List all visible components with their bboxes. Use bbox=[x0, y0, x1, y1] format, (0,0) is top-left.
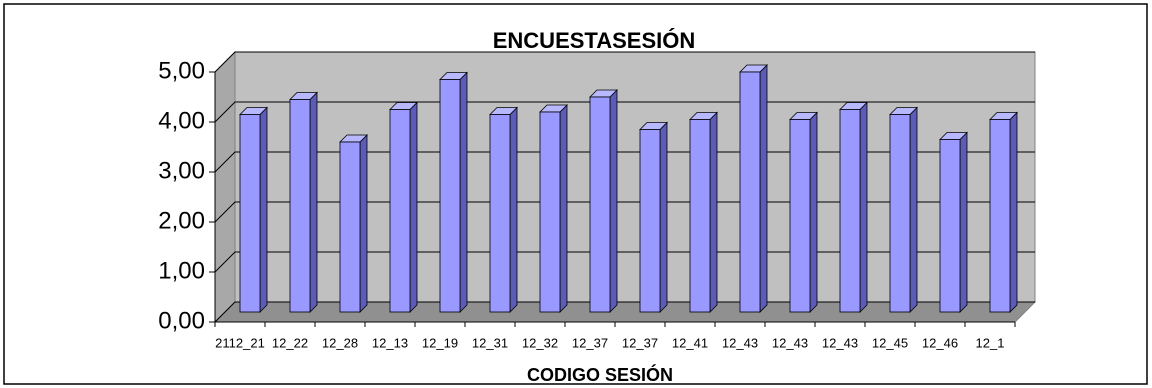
bar-side bbox=[509, 106, 518, 313]
bar-side bbox=[609, 89, 618, 313]
bar bbox=[839, 101, 868, 313]
bar-side bbox=[259, 106, 268, 313]
bar bbox=[539, 104, 568, 313]
bar-front bbox=[639, 129, 661, 313]
bar-front bbox=[689, 119, 711, 313]
bar bbox=[639, 121, 668, 313]
y-tick-label: 5,00 bbox=[158, 57, 205, 84]
bar bbox=[989, 111, 1018, 313]
bar-side bbox=[959, 131, 968, 313]
x-tick-label: 12_43 bbox=[772, 335, 808, 350]
bar-side bbox=[759, 64, 768, 313]
bar bbox=[739, 64, 768, 313]
x-tick-label: 12_41 bbox=[672, 335, 708, 350]
bar-front bbox=[789, 119, 811, 313]
x-tick-label: 12_46 bbox=[922, 335, 958, 350]
y-tick-label: 3,00 bbox=[158, 157, 205, 184]
bar-side bbox=[309, 91, 318, 313]
y-tick-label: 2,00 bbox=[158, 207, 205, 234]
bar-side bbox=[1009, 111, 1018, 313]
bar bbox=[289, 91, 318, 313]
x-tick-label: 12_43 bbox=[722, 335, 758, 350]
bar-front bbox=[889, 114, 911, 313]
bar bbox=[889, 106, 918, 313]
x-tick-label: 12_1 bbox=[976, 335, 1005, 350]
grid-line bbox=[214, 301, 1035, 323]
chart-title: ENCUESTASESIÓN bbox=[493, 28, 696, 53]
x-tick-label: 12_45 bbox=[872, 335, 908, 350]
x-tick-label: 12_31 bbox=[472, 335, 508, 350]
bar-side bbox=[559, 104, 568, 313]
x-tick-label: 12_19 bbox=[422, 335, 458, 350]
bar bbox=[439, 71, 468, 313]
grid-line bbox=[214, 201, 1035, 223]
bar-side bbox=[409, 101, 418, 313]
y-tick-label: 4,00 bbox=[158, 107, 205, 134]
bar bbox=[689, 111, 718, 313]
bar-side bbox=[809, 111, 818, 313]
grid-line bbox=[214, 151, 1035, 173]
bar bbox=[789, 111, 818, 313]
grid-line bbox=[214, 251, 1035, 273]
grid-line bbox=[214, 51, 1035, 73]
bar bbox=[389, 101, 418, 313]
bar-side bbox=[459, 71, 468, 313]
bar-front bbox=[389, 109, 411, 313]
bar-front bbox=[939, 139, 961, 313]
x-tick-label: 12_37 bbox=[622, 335, 658, 350]
bar-front bbox=[439, 79, 461, 313]
x-tick-label: 12_32 bbox=[522, 335, 558, 350]
y-tick-label: 1,00 bbox=[158, 257, 205, 284]
bar-side bbox=[909, 106, 918, 313]
grid-line bbox=[214, 101, 1035, 123]
bar bbox=[589, 89, 618, 313]
x-tick-label: 12_28 bbox=[322, 335, 358, 350]
bar-front bbox=[239, 114, 261, 313]
bar-side bbox=[709, 111, 718, 313]
bar-front bbox=[539, 111, 561, 313]
x-tick-label: 12_13 bbox=[372, 335, 408, 350]
bar-front bbox=[839, 109, 861, 313]
bar-front bbox=[489, 114, 511, 313]
x-axis-title: CODIGO SESIÓN bbox=[527, 364, 673, 385]
bar-side bbox=[659, 121, 668, 313]
x-tick-label: 2112_21 bbox=[215, 335, 265, 350]
bar-front bbox=[339, 141, 361, 313]
bar-front bbox=[589, 96, 611, 313]
bar-side bbox=[859, 101, 868, 313]
bar bbox=[939, 131, 968, 313]
bar bbox=[339, 134, 368, 313]
x-tick-label: 12_37 bbox=[572, 335, 608, 350]
bar bbox=[239, 106, 268, 313]
y-tick-label: 0,00 bbox=[158, 307, 205, 334]
bar-front bbox=[289, 99, 311, 313]
bar-front bbox=[739, 71, 761, 313]
bar-front bbox=[989, 119, 1011, 313]
x-tick-label: 12_22 bbox=[272, 335, 308, 350]
bar bbox=[489, 106, 518, 313]
side-wall bbox=[214, 50, 236, 324]
bar-side bbox=[359, 134, 368, 313]
x-tick-label: 12_43 bbox=[822, 335, 858, 350]
